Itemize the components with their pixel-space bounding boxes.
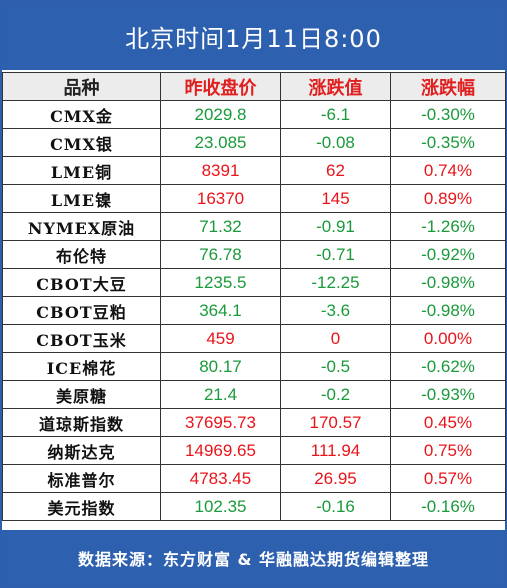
quote-cell: 0.89% bbox=[390, 184, 506, 213]
header-row: 品种 昨收盘价 涨跌值 涨跌幅 bbox=[2, 72, 506, 101]
quote-cell: -0.2 bbox=[280, 380, 391, 409]
commodity-name: 纳斯达克 bbox=[2, 436, 161, 465]
quote-cell: 145 bbox=[280, 184, 391, 213]
commodity-name: 美原糖 bbox=[2, 380, 161, 409]
table-row: CBOT玉米 459 0 0.00% bbox=[2, 324, 506, 353]
quote-cell: -1.26% bbox=[390, 212, 506, 241]
quote-cell: 21.4 bbox=[160, 380, 281, 409]
commodity-name: CBOT玉米 bbox=[2, 324, 161, 353]
table-row: 美元指数 102.35 -0.16 -0.16% bbox=[2, 492, 506, 521]
table-row: CBOT大豆 1235.5 -12.25 -0.98% bbox=[2, 268, 506, 297]
commodity-name: 道琼斯指数 bbox=[2, 408, 161, 437]
commodity-name: CMX银 bbox=[2, 128, 161, 157]
table-row: 道琼斯指数 37695.73 170.57 0.45% bbox=[2, 408, 506, 437]
quote-table: 品种 昨收盘价 涨跌值 涨跌幅 CMX金 2029.8 -6.1 -0.30% CMX银 23.… bbox=[2, 72, 506, 521]
quote-cell: -0.08 bbox=[280, 128, 391, 157]
table-row: 美原糖 21.4 -0.2 -0.93% bbox=[2, 380, 506, 409]
quote-cell: -0.93% bbox=[390, 380, 506, 409]
footer: 数据来源：东方财富 & 华融融达期货编辑整理 bbox=[2, 530, 505, 586]
quote-cell: -0.5 bbox=[280, 352, 391, 381]
quote-cell: 0 bbox=[280, 324, 391, 353]
quote-cell: 71.32 bbox=[160, 212, 281, 241]
commodity-name: 美元指数 bbox=[2, 492, 161, 521]
quote-cell: -0.35% bbox=[390, 128, 506, 157]
quote-cell: 0.74% bbox=[390, 156, 506, 185]
quote-cell: 80.17 bbox=[160, 352, 281, 381]
commodity-name: LME铜 bbox=[2, 156, 161, 185]
quote-cell: -0.92% bbox=[390, 240, 506, 269]
quote-cell: -0.62% bbox=[390, 352, 506, 381]
quote-cell: 2029.8 bbox=[160, 100, 281, 129]
table-row: ICE棉花 80.17 -0.5 -0.62% bbox=[2, 352, 506, 381]
quote-cell: 364.1 bbox=[160, 296, 281, 325]
quote-cell: 8391 bbox=[160, 156, 281, 185]
column-header: 涨跌值 bbox=[280, 72, 391, 101]
quote-cell: 1235.5 bbox=[160, 268, 281, 297]
quote-cell: -0.91 bbox=[280, 212, 391, 241]
quote-cell: 23.085 bbox=[160, 128, 281, 157]
quote-cell: 14969.65 bbox=[160, 436, 281, 465]
quote-cell: 111.94 bbox=[280, 436, 391, 465]
quote-cell: -0.16 bbox=[280, 492, 391, 521]
table-row: 标准普尔 4783.45 26.95 0.57% bbox=[2, 464, 506, 493]
table-row: NYMEX原油 71.32 -0.91 -1.26% bbox=[2, 212, 506, 241]
quote-cell: 102.35 bbox=[160, 492, 281, 521]
table-row: CMX金 2029.8 -6.1 -0.30% bbox=[2, 100, 506, 129]
column-header: 昨收盘价 bbox=[160, 72, 281, 101]
column-header: 品种 bbox=[2, 72, 161, 101]
commodity-name: CMX金 bbox=[2, 100, 161, 129]
commodity-name: 布伦特 bbox=[2, 240, 161, 269]
quote-cell: -0.71 bbox=[280, 240, 391, 269]
table-body: CMX金 2029.8 -6.1 -0.30% CMX银 23.085 -0.08 -0.35… bbox=[2, 100, 506, 521]
table-row: CMX银 23.085 -0.08 -0.35% bbox=[2, 128, 506, 157]
quote-cell: -3.6 bbox=[280, 296, 391, 325]
quote-cell: -0.98% bbox=[390, 296, 506, 325]
quote-cell: 16370 bbox=[160, 184, 281, 213]
table-row: CBOT豆粕 364.1 -3.6 -0.98% bbox=[2, 296, 506, 325]
table-row: 布伦特 76.78 -0.71 -0.92% bbox=[2, 240, 506, 269]
column-header: 涨跌幅 bbox=[390, 72, 506, 101]
table-row: LME铜 8391 62 0.74% bbox=[2, 156, 506, 185]
quote-cell: -0.30% bbox=[390, 100, 506, 129]
quote-cell: 170.57 bbox=[280, 408, 391, 437]
quote-cell: -0.16% bbox=[390, 492, 506, 521]
commodity-name: ICE棉花 bbox=[2, 352, 161, 381]
quote-cell: -0.98% bbox=[390, 268, 506, 297]
quote-cell: 0.57% bbox=[390, 464, 506, 493]
quote-cell: 0.45% bbox=[390, 408, 506, 437]
commodity-name: CBOT大豆 bbox=[2, 268, 161, 297]
title: 北京时间1月11日8:00 bbox=[2, 2, 505, 70]
quote-cell: 76.78 bbox=[160, 240, 281, 269]
commodity-name: CBOT豆粕 bbox=[2, 296, 161, 325]
quote-cell: 0.00% bbox=[390, 324, 506, 353]
quote-cell: -6.1 bbox=[280, 100, 391, 129]
commodity-name: NYMEX原油 bbox=[2, 212, 161, 241]
commodity-name: LME镍 bbox=[2, 184, 161, 213]
quote-cell: -12.25 bbox=[280, 268, 391, 297]
quote-cell: 62 bbox=[280, 156, 391, 185]
quote-cell: 459 bbox=[160, 324, 281, 353]
quote-cell: 37695.73 bbox=[160, 408, 281, 437]
quote-cell: 4783.45 bbox=[160, 464, 281, 493]
table-row: LME镍 16370 145 0.89% bbox=[2, 184, 506, 213]
commodity-name: 标准普尔 bbox=[2, 464, 161, 493]
quote-cell: 26.95 bbox=[280, 464, 391, 493]
quote-cell: 0.75% bbox=[390, 436, 506, 465]
table-row: 纳斯达克 14969.65 111.94 0.75% bbox=[2, 436, 506, 465]
